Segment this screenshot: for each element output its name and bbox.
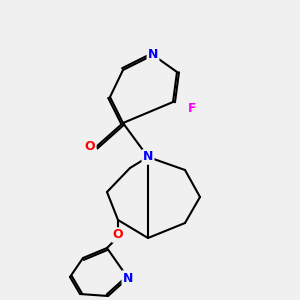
Text: N: N bbox=[148, 49, 158, 62]
Text: O: O bbox=[85, 140, 95, 154]
Text: O: O bbox=[113, 229, 123, 242]
Text: N: N bbox=[123, 272, 133, 284]
Text: N: N bbox=[143, 151, 153, 164]
Text: F: F bbox=[188, 101, 196, 115]
